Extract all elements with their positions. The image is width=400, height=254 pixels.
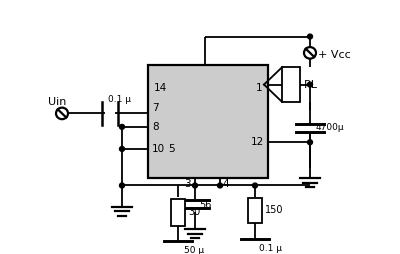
Text: 3: 3 [184, 179, 191, 188]
Text: 150: 150 [265, 205, 284, 215]
Circle shape [308, 82, 312, 87]
Text: 7: 7 [152, 103, 159, 113]
Circle shape [308, 140, 312, 145]
Circle shape [192, 183, 198, 188]
Text: 10: 10 [152, 144, 165, 154]
Text: 0.1 μ: 0.1 μ [108, 96, 131, 104]
Text: 50 μ: 50 μ [184, 246, 204, 254]
Text: 8: 8 [152, 122, 159, 132]
Text: RL: RL [304, 80, 318, 90]
Text: Uin: Uin [48, 97, 66, 107]
Text: 30: 30 [188, 208, 200, 217]
Circle shape [120, 183, 124, 188]
Bar [171, 199, 185, 226]
Text: 5: 5 [168, 144, 175, 154]
Bar [148, 65, 268, 178]
Text: + Vcc: + Vcc [318, 50, 351, 60]
Bar [282, 67, 300, 102]
Text: 1: 1 [255, 83, 262, 93]
Text: 12: 12 [251, 137, 264, 147]
Circle shape [218, 183, 222, 188]
Circle shape [252, 183, 258, 188]
Circle shape [120, 147, 124, 151]
Text: 56: 56 [199, 200, 211, 210]
Text: 0.1 μ: 0.1 μ [259, 244, 282, 253]
Text: 4: 4 [222, 179, 229, 188]
Bar [248, 198, 262, 223]
Text: 4700μ: 4700μ [316, 123, 345, 132]
Circle shape [308, 34, 312, 39]
Circle shape [120, 124, 124, 129]
Text: 14: 14 [154, 83, 167, 93]
